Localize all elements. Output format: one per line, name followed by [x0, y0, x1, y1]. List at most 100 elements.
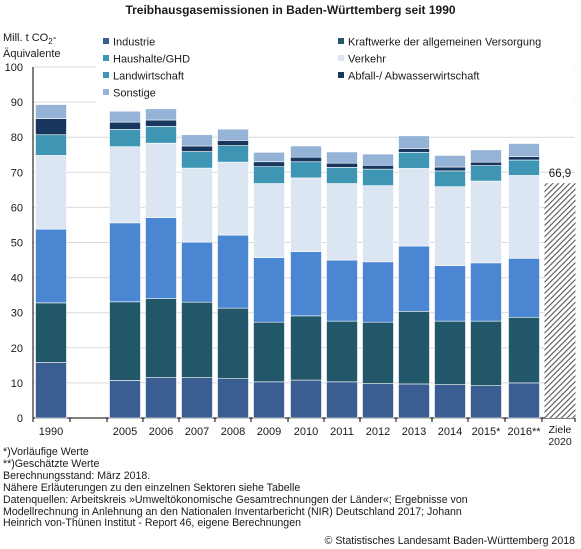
footnote-line: Modellrechnung in Anlehnung an den Natio…	[3, 505, 462, 518]
bar-segment	[217, 161, 249, 236]
legend-item: Kraftwerke der allgemeinen Versorgung	[338, 37, 541, 49]
bar-segment	[434, 170, 466, 187]
bar-segment	[253, 257, 285, 323]
y-tick-label: 0	[17, 413, 23, 425]
bar-segment	[326, 183, 358, 261]
bar-segment	[290, 315, 322, 381]
x-tick-label: 2005	[113, 426, 137, 438]
bar-segment	[253, 381, 285, 419]
legend-swatch	[103, 55, 109, 61]
bar-segment	[181, 151, 213, 169]
bar-segment	[181, 377, 213, 419]
bar-segment	[398, 310, 430, 385]
legend-item: Industrie	[103, 37, 155, 49]
bar-segment	[398, 245, 430, 312]
bar-segment	[145, 298, 177, 378]
bar-segment	[253, 166, 285, 184]
bar-segment	[35, 228, 67, 304]
x-tick-label: 2013	[402, 426, 426, 438]
legend-item: Landwirtschaft	[103, 71, 184, 83]
target-bar	[544, 183, 576, 418]
bar-segment	[145, 119, 177, 127]
y-tick-label: 10	[11, 378, 23, 390]
target-label: Ziele	[549, 424, 572, 436]
bar-segment	[326, 259, 358, 322]
legend-label: Industrie	[113, 37, 155, 49]
y-tick-label: 100	[5, 62, 23, 74]
bar-segment	[470, 180, 502, 264]
bar-segment	[145, 377, 177, 419]
x-tick-label: 2016**	[507, 426, 541, 438]
bar-segment	[145, 108, 177, 121]
legend-label: Haushalte/GHD	[113, 54, 190, 66]
bar-segment	[109, 380, 141, 419]
bar-segment	[362, 261, 394, 323]
bar-segment	[326, 167, 358, 184]
bar-segment	[470, 385, 502, 419]
bar-segment	[109, 146, 141, 224]
footnote-line: Datenquellen: Arbeitskreis »Umweltökonom…	[3, 493, 468, 506]
bar-segment	[253, 151, 285, 163]
y-tick-label: 80	[11, 132, 23, 144]
legend-item: Haushalte/GHD	[103, 54, 190, 66]
legend-swatch	[103, 89, 109, 95]
legend-label: Abfall-/ Abwasserwirtschaft	[348, 71, 479, 83]
bar-segment	[35, 362, 67, 419]
chart-title: Treibhausgasemissionen in Baden-Württemb…	[125, 3, 456, 17]
bar-segment	[35, 155, 67, 230]
x-tick-label: 2011	[330, 426, 354, 438]
footnote-line: Nähere Erläuterungen zu den einzelnen Se…	[3, 481, 301, 494]
bar-segment	[35, 302, 67, 363]
bar-segment	[217, 234, 249, 309]
stacked-bar-chart: 0 10 20 30 40 50 60 70 80 90 100 1990 2005 2006 2007 20…	[4, 36, 576, 445]
bar-segment	[181, 145, 213, 152]
y-tick-label: 60	[11, 202, 23, 214]
bar-segment	[470, 262, 502, 322]
bar-segment	[145, 126, 177, 144]
bar-segment	[434, 186, 466, 266]
x-tick-label: 2014	[438, 426, 462, 438]
bar-segment	[508, 156, 540, 161]
bar-segment	[362, 164, 394, 170]
legend-swatch	[338, 72, 344, 78]
bar-segment	[253, 161, 285, 167]
bar-segment	[109, 222, 141, 303]
bar-segment	[362, 383, 394, 419]
legend-swatch	[338, 55, 344, 61]
legend-label: Verkehr	[348, 54, 386, 66]
copyright-note: © Statistisches Landesamt Baden-Württemb…	[324, 535, 575, 547]
bar-segment	[398, 135, 430, 149]
bar-segment	[290, 379, 322, 419]
y-axis-label: Mill. t CO2- Äquivalente	[3, 32, 61, 61]
bar-segment	[326, 162, 358, 168]
bar-segment	[508, 316, 540, 384]
bar-segment	[217, 145, 249, 163]
legend-label: Landwirtschaft	[113, 71, 184, 83]
bar-segment	[362, 321, 394, 384]
x-tick-label: 2009	[257, 426, 281, 438]
y-tick-label: 70	[11, 167, 23, 179]
bar-segment	[434, 265, 466, 322]
x-tick-label: 2010	[294, 426, 318, 438]
y-tick-label: 20	[11, 343, 23, 355]
legend-item: Verkehr	[338, 54, 386, 66]
bar-segment	[290, 177, 322, 252]
footnote-line: *)Vorläufige Werte	[3, 446, 89, 458]
bar-segment	[181, 301, 213, 378]
bar-segment	[470, 165, 502, 182]
legend-item: Abfall-/ Abwasserwirtschaft	[338, 71, 479, 83]
x-tick-label: 2006	[149, 426, 173, 438]
bar-segment	[434, 155, 466, 168]
bar-segment	[470, 161, 502, 166]
bar-segment	[508, 143, 540, 157]
x-tick-label: 2015*	[472, 426, 501, 438]
bar-segment	[508, 382, 540, 419]
bar-segment	[217, 128, 249, 141]
bar-segment	[434, 166, 466, 172]
footnote-line: Berechnungsstand: März 2018.	[3, 469, 151, 482]
bar-segment	[470, 320, 502, 387]
x-tick-label: 2008	[221, 426, 245, 438]
bar-segment	[398, 151, 430, 169]
bar-segment	[253, 183, 285, 258]
bar-segment	[290, 145, 322, 158]
